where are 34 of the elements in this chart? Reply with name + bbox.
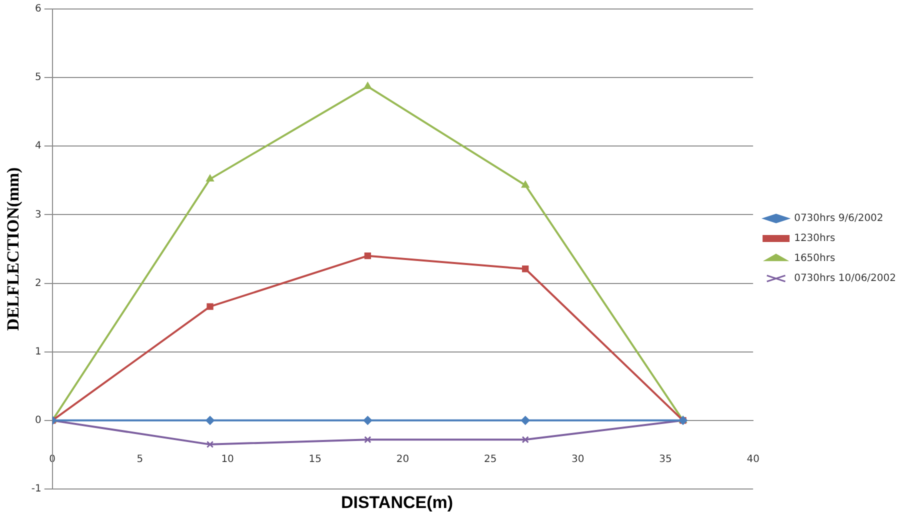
y-tick-label: 3 [34,209,42,220]
y-tick-label: 2 [34,278,42,289]
y-tick-label: 1 [34,346,42,358]
legend-label: 0730hrs 10/06/2002 [794,273,896,284]
y-tick-label: -1 [31,484,42,495]
x-tick-label: 20 [396,454,410,466]
point [363,416,372,425]
x-tick-label: 35 [659,454,672,466]
point [364,252,372,260]
point [520,416,530,425]
y-tick-label: 5 [34,72,42,84]
point [364,436,372,444]
x-tick-label: 15 [308,454,322,466]
point [206,174,214,182]
point [522,436,529,444]
x-tick-label: 30 [572,454,584,466]
point [206,303,214,310]
legend-label: 1230hrs [794,233,836,244]
x-axis-title: DISTANCE(m) [340,493,454,513]
y-tick-label: 0 [34,415,42,426]
x-tick-label: 40 [746,454,760,466]
point [364,82,372,89]
y-axis-title: DELFLECTION(mm) [4,167,23,331]
point [206,416,215,425]
x-tick-label: 10 [221,454,234,466]
legend-label: 1650hrs [794,253,836,264]
y-tick-label: 4 [34,140,42,152]
point [522,266,529,272]
x-tick-label: 5 [136,454,144,466]
legend-label: 0730hrs 9/6/2002 [794,213,884,224]
x-tick-label: 25 [484,454,497,466]
point [206,440,214,448]
y-tick-label: 6 [34,4,42,15]
point [521,180,530,188]
